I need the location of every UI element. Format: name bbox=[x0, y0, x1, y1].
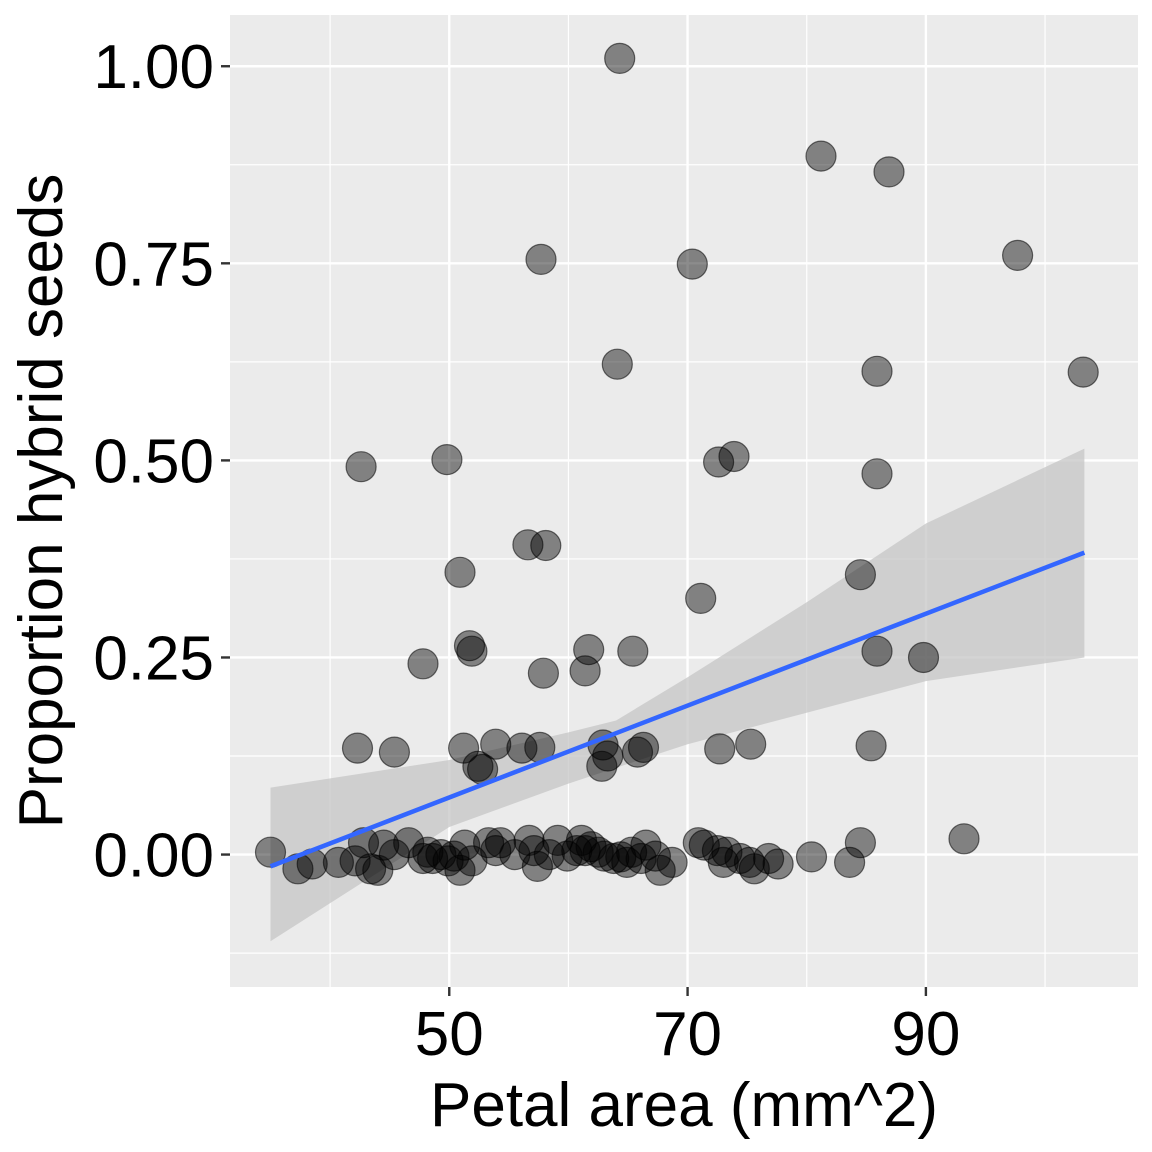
data-point bbox=[948, 823, 980, 855]
data-point bbox=[733, 846, 766, 879]
data-point bbox=[345, 451, 377, 483]
data-point bbox=[525, 243, 557, 275]
data-point bbox=[615, 836, 648, 868]
data-point bbox=[254, 836, 287, 868]
data-point bbox=[393, 827, 425, 859]
data-point bbox=[844, 559, 877, 591]
data-point bbox=[453, 630, 486, 662]
data-point bbox=[480, 834, 512, 867]
data-point bbox=[362, 854, 394, 886]
y-tick-label: 0.25 bbox=[93, 624, 214, 693]
data-point bbox=[573, 633, 605, 666]
data-point bbox=[341, 732, 374, 764]
data-point bbox=[592, 740, 624, 772]
data-point bbox=[762, 848, 794, 880]
trend-line bbox=[269, 550, 1086, 869]
data-point bbox=[604, 42, 636, 75]
data-point bbox=[412, 836, 444, 868]
y-axis-tick-labels: 0.00 0.25 0.50 0.75 1.00 bbox=[93, 33, 214, 890]
data-point bbox=[569, 834, 601, 867]
data-point bbox=[456, 635, 488, 667]
data-point bbox=[533, 838, 565, 871]
data-point bbox=[521, 850, 554, 883]
data-point bbox=[530, 529, 562, 562]
data-point bbox=[873, 156, 905, 188]
data-point bbox=[861, 458, 893, 490]
data-point bbox=[462, 750, 494, 782]
x-axis-tick-labels: 50 70 90 bbox=[415, 1000, 961, 1069]
data-point bbox=[627, 731, 660, 764]
data-point bbox=[617, 635, 649, 667]
data-point bbox=[855, 730, 887, 762]
data-point bbox=[431, 444, 463, 476]
x-tick-label: 50 bbox=[415, 1000, 484, 1069]
data-point bbox=[656, 846, 688, 879]
data-point bbox=[586, 750, 618, 782]
y-axis-title: Proportion hybrid seeds bbox=[7, 174, 76, 829]
data-point bbox=[676, 248, 708, 280]
y-tick-label: 0.75 bbox=[93, 230, 214, 299]
data-point bbox=[407, 648, 439, 680]
trend-line-layer bbox=[269, 550, 1086, 869]
y-tick-label: 1.00 bbox=[93, 33, 214, 102]
data-points bbox=[254, 42, 1099, 886]
data-point bbox=[704, 733, 736, 765]
data-point bbox=[512, 529, 544, 561]
data-point bbox=[805, 140, 837, 172]
data-point bbox=[833, 846, 866, 879]
data-point bbox=[542, 824, 574, 857]
data-point bbox=[861, 635, 893, 667]
data-point bbox=[480, 728, 512, 760]
x-tick-label: 90 bbox=[891, 1000, 960, 1069]
data-point bbox=[907, 641, 940, 674]
data-point bbox=[527, 657, 560, 689]
data-point bbox=[518, 834, 550, 867]
data-point bbox=[368, 829, 400, 861]
x-tick-label: 70 bbox=[653, 1000, 722, 1069]
data-point bbox=[861, 355, 893, 387]
data-point bbox=[444, 556, 476, 588]
data-point bbox=[795, 841, 828, 873]
y-tick-label: 0.00 bbox=[93, 822, 214, 891]
data-point bbox=[378, 736, 410, 768]
data-point bbox=[1001, 239, 1034, 271]
y-tick-label: 0.50 bbox=[93, 427, 214, 496]
data-point bbox=[752, 842, 785, 875]
data-point bbox=[506, 732, 538, 764]
data-point bbox=[735, 728, 767, 760]
data-point bbox=[449, 829, 481, 861]
x-axis-title: Petal area (mm^2) bbox=[430, 1071, 938, 1140]
data-point bbox=[844, 827, 877, 859]
data-point bbox=[1067, 356, 1099, 388]
data-point bbox=[601, 348, 633, 380]
confidence-band bbox=[270, 448, 1085, 942]
data-point bbox=[322, 846, 354, 879]
data-point bbox=[682, 827, 714, 859]
data-point bbox=[644, 854, 676, 886]
confidence-ribbon bbox=[270, 448, 1085, 942]
data-point bbox=[456, 845, 488, 877]
data-point bbox=[718, 440, 750, 473]
data-point bbox=[569, 655, 601, 687]
data-point bbox=[685, 582, 717, 615]
axis-ticks bbox=[221, 65, 928, 996]
data-point bbox=[499, 838, 531, 871]
data-point bbox=[551, 840, 583, 872]
